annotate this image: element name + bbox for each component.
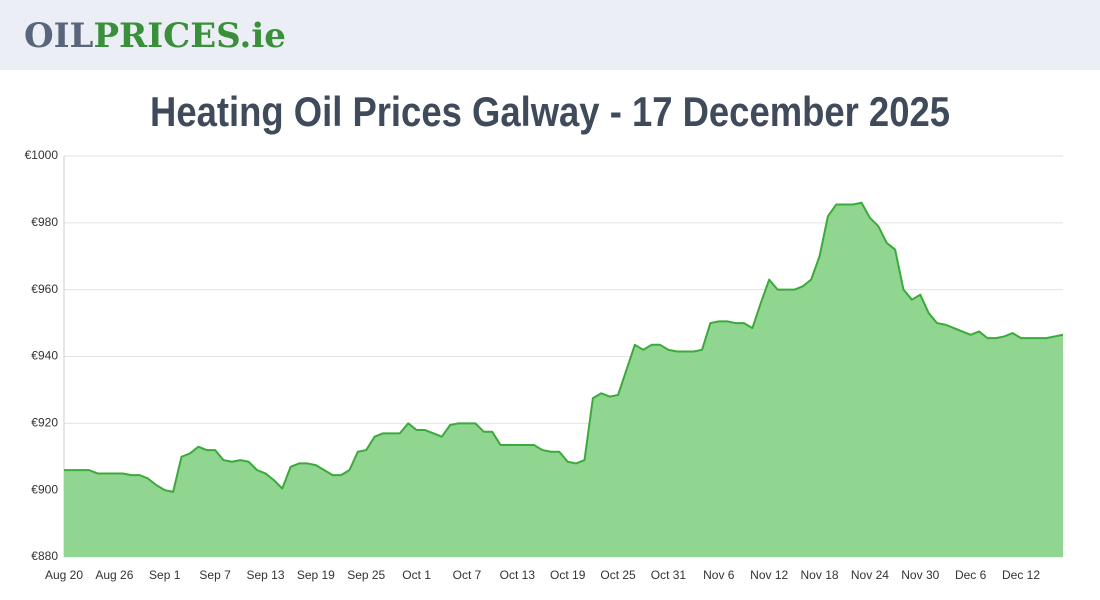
x-tick-label: Sep 25 [347, 568, 385, 582]
x-tick-label: Aug 20 [45, 568, 83, 582]
y-tick-label: €1000 [25, 148, 59, 162]
x-tick-label: Oct 13 [500, 568, 536, 582]
x-tick-label: Aug 26 [95, 568, 133, 582]
y-tick-label: €980 [31, 215, 58, 229]
x-tick-label: Sep 7 [199, 568, 231, 582]
area [64, 202, 1063, 557]
y-tick-label: €960 [31, 282, 58, 296]
x-tick-label: Sep 19 [297, 568, 335, 582]
x-tick-label: Dec 6 [955, 568, 987, 582]
x-tick-label: Oct 1 [402, 568, 431, 582]
x-tick-label: Nov 24 [851, 568, 889, 582]
x-tick-label: Nov 6 [703, 568, 735, 582]
x-tick-label: Oct 25 [600, 568, 636, 582]
x-tick-label: Nov 18 [801, 568, 839, 582]
logo-right: PRICES.ie [93, 16, 285, 56]
y-tick-label: €900 [31, 482, 58, 496]
x-tick-label: Sep 1 [149, 568, 181, 582]
x-tick-label: Dec 12 [1002, 568, 1040, 582]
logo[interactable]: OILPRICES.ie [24, 16, 286, 56]
header-bar [0, 0, 1100, 70]
x-tick-label: Nov 30 [901, 568, 939, 582]
y-tick-label: €940 [31, 349, 58, 363]
line [64, 201, 1064, 493]
logo-left: OIL [24, 16, 94, 56]
x-tick-label: Oct 31 [651, 568, 687, 582]
x-tick-label: Nov 12 [750, 568, 788, 582]
chart-title: Heating Oil Prices Galway - 17 December … [150, 88, 950, 135]
x-tick-label: Oct 19 [550, 568, 586, 582]
x-tick-label: Sep 13 [246, 568, 284, 582]
x-tick-label: Oct 7 [453, 568, 482, 582]
y-tick-label: €920 [31, 416, 58, 430]
y-tick-label: €880 [31, 549, 58, 563]
